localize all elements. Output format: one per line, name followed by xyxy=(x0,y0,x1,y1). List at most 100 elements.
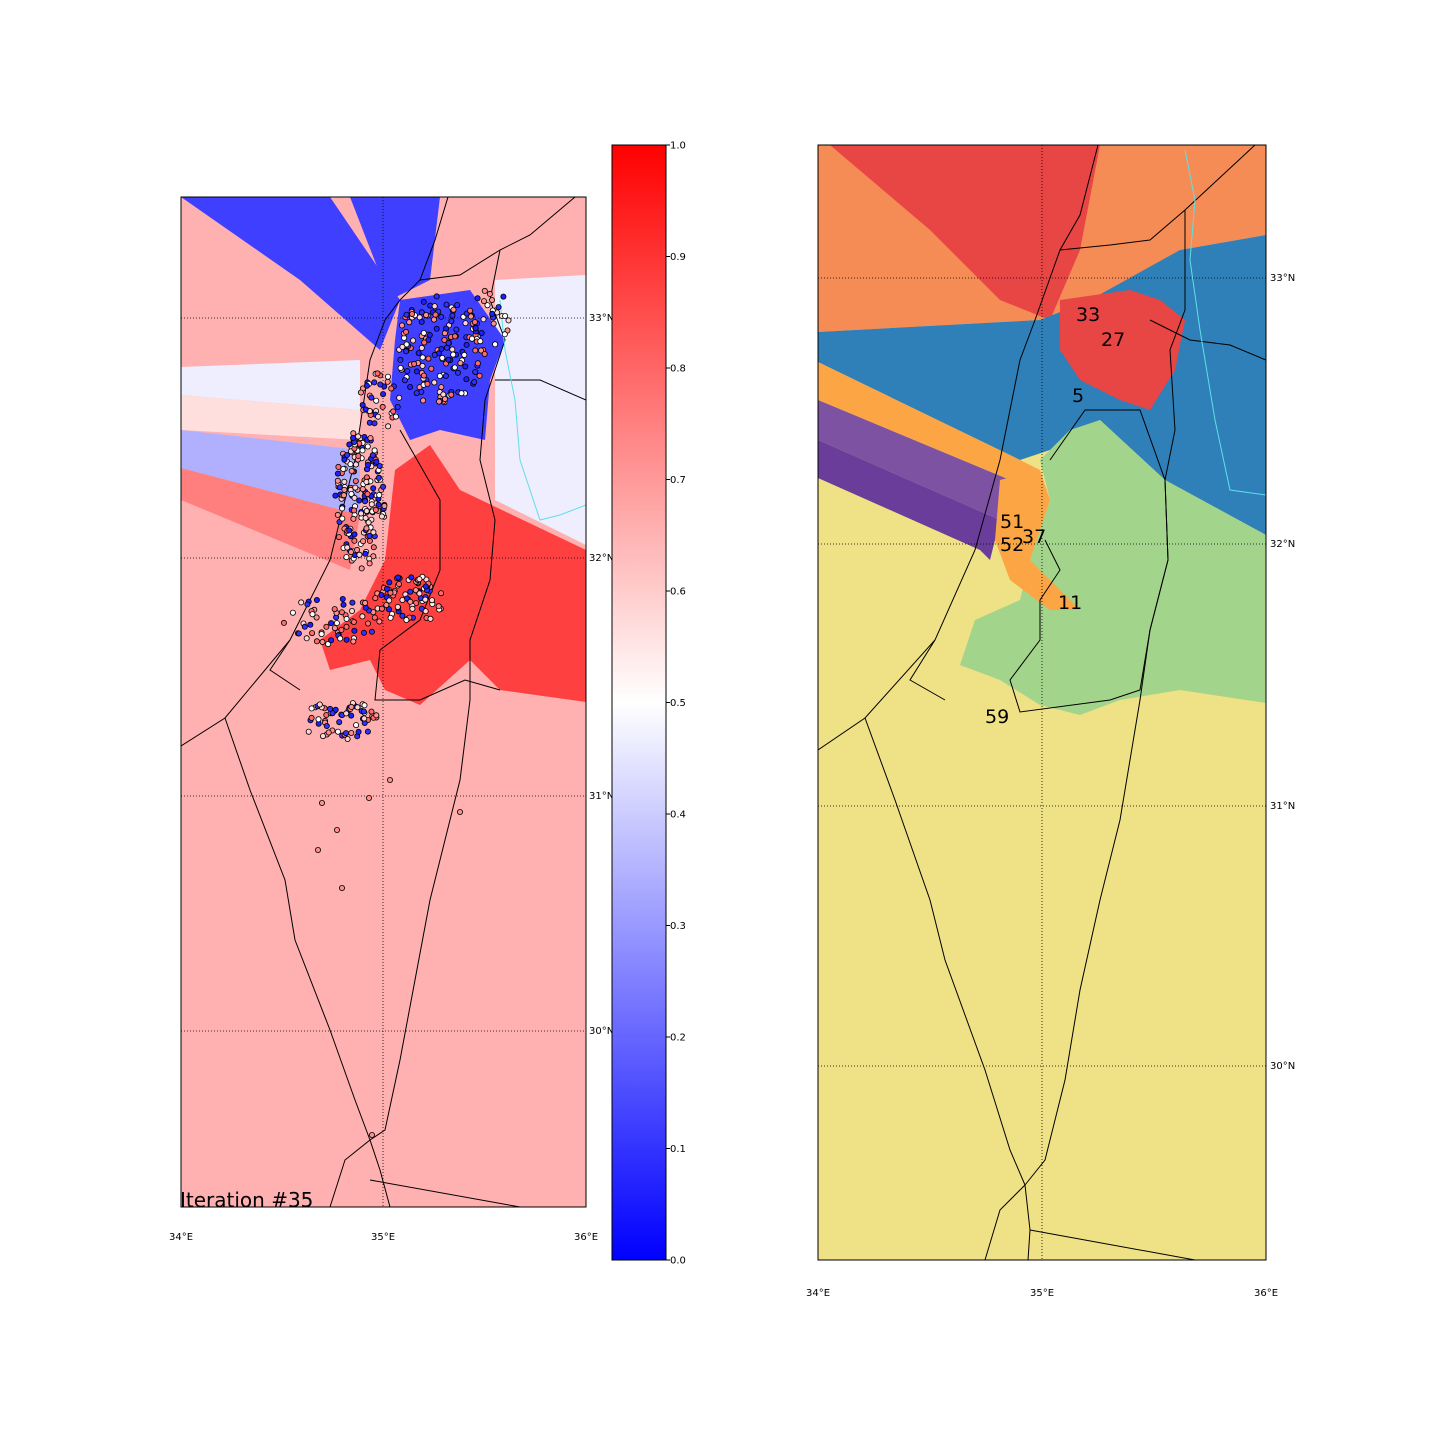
observation-dot xyxy=(481,350,488,357)
observation-dot xyxy=(463,341,470,348)
observation-dot xyxy=(371,420,378,427)
observation-dot xyxy=(428,365,435,372)
observation-dot xyxy=(403,348,410,355)
colorbar: 0.0 0.1 0.2 0.3 0.4 0.5 0.6 0.7 0.8 0.9 1.0 xyxy=(611,141,686,1267)
observation-dot xyxy=(462,320,469,327)
observation-dot xyxy=(445,356,452,363)
observation-dot xyxy=(315,716,322,723)
observation-dot xyxy=(431,351,438,358)
observation-dot xyxy=(368,394,375,401)
observation-dot xyxy=(384,373,391,380)
observation-dot xyxy=(353,722,360,729)
observation-dot xyxy=(448,318,455,325)
observation-dot xyxy=(474,295,481,302)
observation-dot xyxy=(463,376,470,383)
right-border-egypt xyxy=(864,717,1026,1186)
observation-dot xyxy=(351,627,358,634)
observation-dot xyxy=(378,513,385,520)
observation-dot xyxy=(355,728,362,735)
observation-dot xyxy=(331,606,338,613)
left-region-blue-wedge xyxy=(181,197,400,350)
observation-dot xyxy=(423,312,430,319)
region-label-5: 5 xyxy=(1072,385,1084,407)
left-region-salmon-band xyxy=(181,468,360,570)
observation-dot xyxy=(334,477,341,484)
observation-dot xyxy=(344,451,351,458)
observation-dot xyxy=(368,1132,375,1139)
observation-dot xyxy=(433,325,440,332)
observation-dot xyxy=(368,628,375,635)
observation-dot xyxy=(422,583,429,590)
observation-dot xyxy=(501,331,508,338)
observation-dot xyxy=(388,385,395,392)
right-lat-label-32: 32°N xyxy=(1270,539,1295,550)
observation-dot xyxy=(352,461,359,468)
right-border-sinai xyxy=(984,1183,1031,1260)
observation-dot xyxy=(356,551,363,558)
observation-dot xyxy=(366,560,373,567)
observation-dot xyxy=(461,351,468,358)
observation-dot xyxy=(353,546,360,553)
observation-dot xyxy=(471,378,478,385)
observation-dot xyxy=(375,501,382,508)
observation-dot xyxy=(500,293,507,300)
observation-dot xyxy=(387,589,394,596)
observation-dot xyxy=(361,702,368,709)
observation-dot xyxy=(348,467,355,474)
observation-dot xyxy=(416,590,423,597)
observation-dot xyxy=(363,382,370,389)
observation-dot xyxy=(502,312,509,319)
observation-dot xyxy=(385,606,392,613)
observation-dot xyxy=(424,380,431,387)
observation-dot xyxy=(381,502,388,509)
observation-dot xyxy=(309,630,316,637)
observation-dot xyxy=(358,565,365,572)
observation-dot xyxy=(378,605,385,612)
observation-dot xyxy=(472,368,479,375)
right-lon-label-36: 36°E xyxy=(1254,1288,1278,1299)
observation-dot xyxy=(308,705,315,712)
observation-dot xyxy=(364,620,371,627)
observation-dot xyxy=(368,501,375,508)
observation-dot xyxy=(476,372,483,379)
right-region-dark-purple xyxy=(818,440,1000,560)
region-label-59: 59 xyxy=(985,706,1009,728)
observation-dot xyxy=(350,619,357,626)
observation-dot xyxy=(313,614,320,621)
observation-dot xyxy=(438,313,445,320)
observation-dot xyxy=(421,339,428,346)
colorbar-tick-label: 0.0 xyxy=(670,1256,686,1267)
observation-dot xyxy=(325,641,332,648)
observation-dot xyxy=(303,635,310,642)
colorbar-tick-label: 0.4 xyxy=(670,810,686,821)
observation-dot xyxy=(412,587,419,594)
observation-dot xyxy=(430,316,437,323)
observation-dot xyxy=(365,795,372,802)
colorbar-tick-label: 1.0 xyxy=(670,141,686,152)
right-lat-label-30: 30°N xyxy=(1270,1061,1295,1072)
observation-dot xyxy=(307,621,314,628)
observation-dot xyxy=(348,608,355,615)
observation-dot xyxy=(413,368,420,375)
observation-dot xyxy=(397,356,404,363)
observation-dot xyxy=(350,507,357,514)
right-lon-label-35: 35°E xyxy=(1030,1288,1054,1299)
observation-dot xyxy=(457,360,464,367)
observation-dot xyxy=(450,306,457,313)
observation-dot xyxy=(367,435,374,442)
right-region-green xyxy=(960,420,1266,715)
left-region-red-central xyxy=(320,445,586,705)
observation-dot xyxy=(403,617,410,624)
observation-dot xyxy=(395,574,402,581)
region-label-11: 11 xyxy=(1058,592,1082,614)
right-lat-label-33: 33°N xyxy=(1270,273,1295,284)
observation-dot xyxy=(364,461,371,468)
colorbar-ticks: 0.0 0.1 0.2 0.3 0.4 0.5 0.6 0.7 0.8 0.9 1.0 xyxy=(666,141,686,1267)
observation-dot xyxy=(418,309,425,316)
observation-dot xyxy=(309,611,316,618)
observation-dot xyxy=(333,620,340,627)
observation-dot xyxy=(338,609,345,616)
observation-dot xyxy=(342,730,349,737)
observation-dot xyxy=(396,394,403,401)
